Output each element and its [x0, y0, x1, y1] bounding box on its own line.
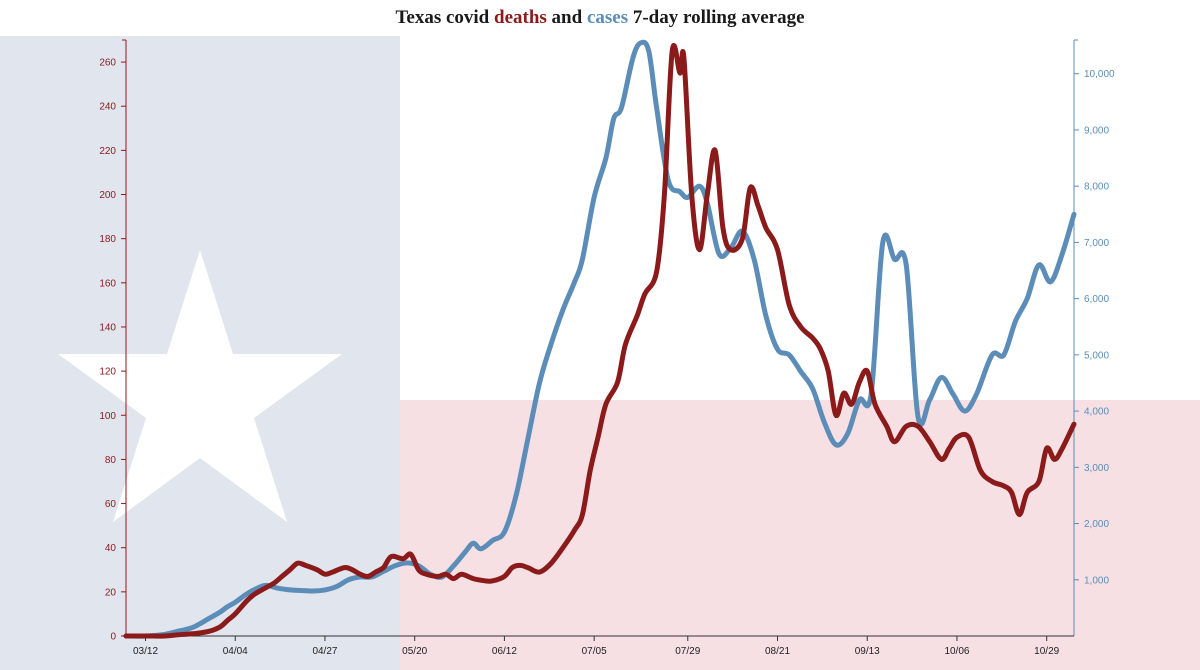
- left-axis-tick-label: 20: [105, 587, 117, 598]
- x-axis-tick-label: 10/29: [1034, 646, 1059, 657]
- deaths-series-line: [123, 43, 1077, 639]
- x-axis-tick-label: 04/04: [223, 646, 248, 657]
- left-axis-tick-label: 100: [99, 411, 116, 422]
- axes: 0 20 40 60 80 100 120 140 160 180 200 220 240 260 1,00…: [99, 39, 1115, 657]
- left-axis-tick-label: 60: [105, 499, 117, 510]
- x-axis-tick-label: 10/06: [944, 646, 969, 657]
- left-axis-tick-label: 0: [110, 632, 116, 643]
- flag-background: [0, 36, 1200, 670]
- left-axis-tick-label: 180: [99, 234, 116, 245]
- x-axis-tick-label: 06/12: [492, 646, 517, 657]
- left-axis-tick-label: 80: [105, 455, 117, 466]
- left-axis-tick-label: 140: [99, 322, 116, 333]
- right-axis-tick-label: 10,000: [1084, 69, 1115, 80]
- x-axis-tick-label: 09/13: [855, 646, 880, 657]
- x-axis-tick-label: 05/20: [402, 646, 427, 657]
- right-axis-tick-label: 6,000: [1084, 294, 1109, 305]
- x-axis-tick-label: 07/05: [582, 646, 607, 657]
- left-axis-tick-label: 220: [99, 146, 116, 157]
- flag-red-stripe: [400, 400, 1200, 670]
- title-deaths-word: deaths: [494, 7, 547, 28]
- x-axis-tick-label: 03/12: [133, 646, 158, 657]
- x-axis-tick-label: 04/27: [312, 646, 337, 657]
- left-axis-tick-label: 160: [99, 278, 116, 289]
- right-axis-tick-label: 7,000: [1084, 238, 1109, 249]
- right-axis-tick-label: 9,000: [1084, 125, 1109, 136]
- right-axis-tick-label: 1,000: [1084, 575, 1109, 586]
- x-axis-tick-label: 08/21: [765, 646, 790, 657]
- title-and: and: [546, 7, 587, 28]
- left-axis-tick-label: 260: [99, 58, 116, 69]
- x-axis-tick-label: 07/29: [675, 646, 700, 657]
- left-axis-tick-label: 120: [99, 367, 116, 378]
- title-cases-word: cases: [586, 7, 629, 28]
- right-axis-tick-label: 2,000: [1084, 519, 1109, 530]
- left-axis-tick-label: 200: [99, 190, 116, 201]
- right-axis-tick-label: 4,000: [1084, 407, 1109, 418]
- right-axis-tick-label: 3,000: [1084, 463, 1109, 474]
- right-axis-tick-label: 5,000: [1084, 350, 1109, 361]
- star-icon: [58, 250, 342, 522]
- series-layer: [123, 39, 1077, 639]
- chart-title: Texas covid deaths and cases 7-day rolli…: [0, 7, 1200, 29]
- title-suffix: 7-day rolling average: [628, 7, 805, 28]
- cases-series-line: [123, 39, 1077, 639]
- left-axis-tick-label: 240: [99, 102, 116, 113]
- title-prefix: Texas covid: [395, 7, 494, 28]
- left-axis-tick-label: 40: [105, 543, 117, 554]
- flag-white-stripe: [400, 36, 1200, 400]
- right-axis-tick-label: 8,000: [1084, 182, 1109, 193]
